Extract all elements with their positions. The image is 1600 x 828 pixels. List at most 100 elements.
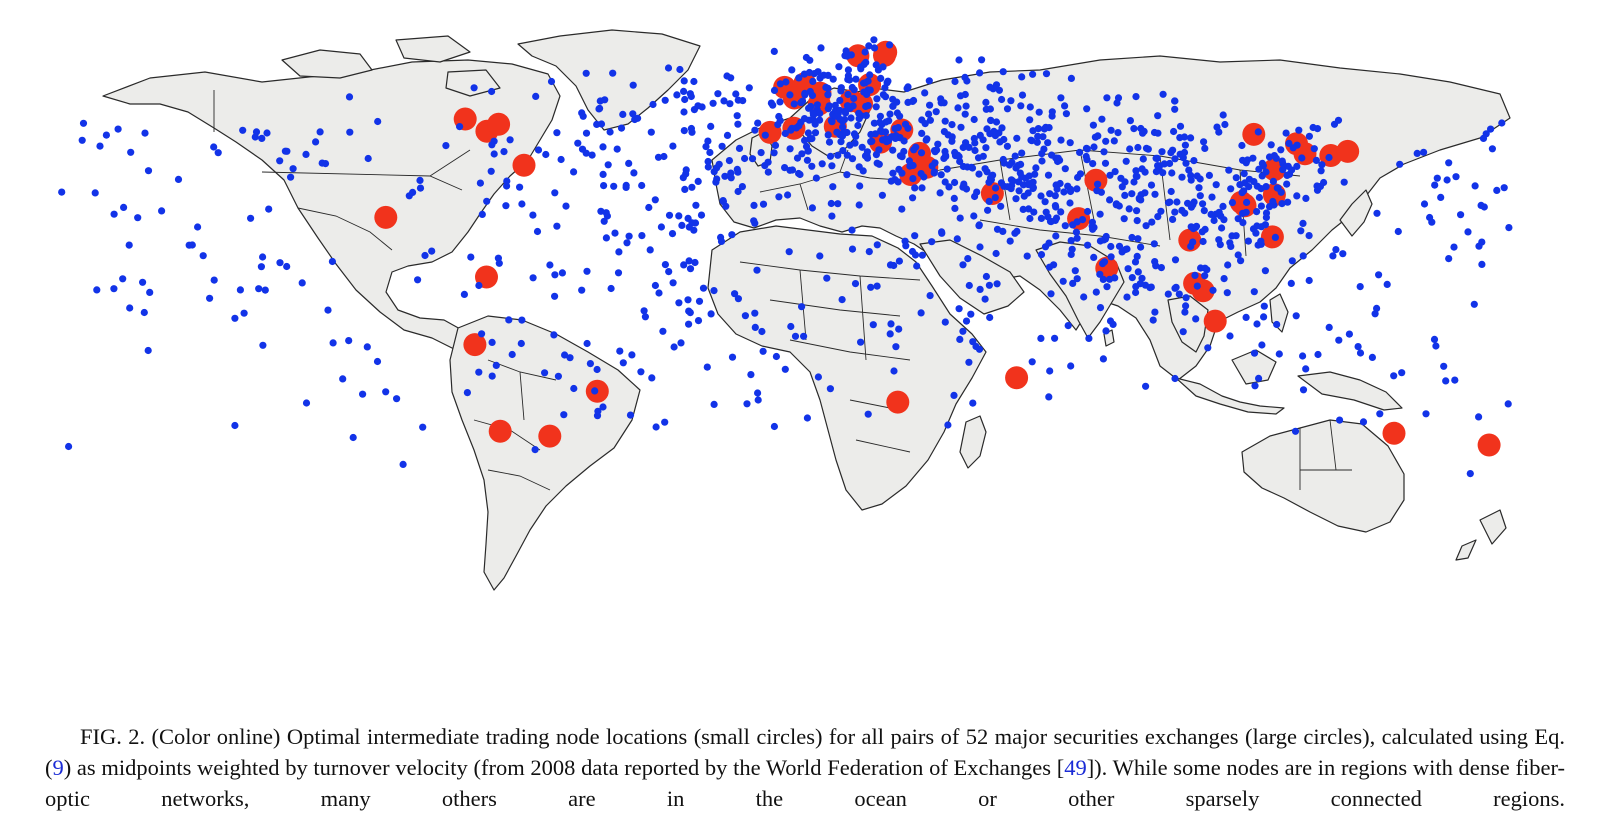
trading-node-marker [651, 281, 660, 290]
trading-node-marker [998, 124, 1006, 132]
trading-node-marker [1255, 374, 1263, 382]
trading-node-marker [900, 147, 908, 156]
trading-node-marker [678, 221, 686, 229]
trading-node-marker [1375, 271, 1383, 279]
trading-node-marker [823, 274, 831, 282]
trading-node-marker [680, 127, 688, 135]
trading-node-marker [809, 77, 817, 85]
trading-node-marker [810, 70, 818, 78]
trading-node-marker [961, 90, 969, 99]
trading-node-marker [570, 168, 578, 176]
trading-node-marker [685, 320, 693, 328]
trading-node-marker [125, 241, 133, 249]
trading-node-marker [1258, 172, 1266, 180]
trading-node-marker [1192, 315, 1200, 323]
trading-node-marker [1334, 116, 1343, 124]
trading-node-marker [743, 400, 751, 408]
trading-node-marker [1102, 232, 1110, 241]
trading-node-marker [629, 110, 637, 118]
trading-node-marker [857, 65, 865, 73]
trading-node-marker [878, 191, 887, 199]
trading-node-marker [1287, 279, 1295, 287]
trading-node-marker [680, 87, 688, 95]
trading-node-marker [945, 183, 953, 191]
trading-node-marker [867, 283, 875, 291]
trading-node-marker [1171, 256, 1180, 264]
trading-node-marker [547, 77, 556, 86]
trading-node-marker [1045, 263, 1054, 271]
trading-node-marker [1173, 198, 1181, 206]
landmass-south-america [449, 315, 641, 591]
trading-node-marker [1037, 192, 1045, 200]
world-map[interactable] [0, 0, 1600, 690]
trading-node-marker [1003, 142, 1012, 150]
trading-node-marker [1092, 288, 1100, 296]
trading-node-marker [741, 154, 749, 163]
trading-node-marker [843, 171, 851, 179]
trading-node-marker [316, 128, 324, 136]
trading-node-marker [613, 145, 621, 153]
trading-node-marker [959, 327, 967, 335]
trading-node-marker [1115, 242, 1124, 250]
figure-caption: FIG. 2. (Color online) Optimal intermedi… [45, 721, 1565, 814]
trading-node-marker [1289, 144, 1297, 152]
trading-node-marker [854, 121, 862, 130]
trading-node-marker [813, 101, 822, 109]
citation-reference-link[interactable]: 49 [1064, 754, 1087, 780]
trading-node-marker [844, 66, 853, 74]
trading-node-marker [731, 290, 739, 298]
trading-node-marker [833, 128, 841, 136]
trading-node-marker [1201, 144, 1209, 152]
trading-node-marker [965, 143, 973, 151]
trading-node-marker [1445, 159, 1453, 167]
trading-node-marker [759, 347, 767, 355]
trading-node-marker [962, 317, 971, 325]
trading-node-marker [65, 442, 73, 451]
trading-node-marker [931, 159, 939, 167]
equation-reference-link[interactable]: 9 [52, 754, 64, 780]
trading-node-marker [1192, 222, 1201, 230]
trading-node-marker [1310, 145, 1318, 153]
trading-node-marker [937, 171, 945, 179]
trading-node-marker [670, 343, 678, 351]
trading-node-marker [1045, 124, 1053, 132]
trading-node-marker [975, 345, 984, 353]
trading-node-marker [1094, 180, 1102, 188]
trading-node-marker [1493, 186, 1501, 194]
trading-node-marker [1062, 110, 1070, 118]
trading-node-marker [690, 77, 698, 86]
exchange-marker [488, 419, 512, 443]
trading-node-marker [751, 309, 759, 317]
trading-node-marker [505, 316, 513, 324]
border-australia [1299, 419, 1352, 490]
trading-node-marker [661, 96, 669, 104]
trading-node-marker [506, 136, 514, 144]
trading-node-marker [265, 205, 273, 213]
trading-node-marker [1137, 243, 1145, 251]
trading-node-marker [562, 202, 570, 210]
trading-node-marker [917, 309, 925, 317]
trading-node-marker [1073, 275, 1081, 283]
trading-node-marker [1168, 169, 1176, 177]
trading-node-marker [1431, 181, 1439, 189]
trading-node-marker [645, 203, 653, 212]
trading-node-marker [259, 341, 267, 349]
trading-node-marker [824, 91, 832, 99]
trading-node-marker [1209, 286, 1217, 294]
trading-node-marker [1122, 157, 1130, 165]
trading-node-marker [872, 103, 880, 111]
trading-node-marker [1215, 208, 1223, 216]
trading-node-marker [717, 233, 725, 241]
trading-node-marker [364, 154, 372, 163]
trading-node-marker [1144, 145, 1152, 153]
trading-node-marker [804, 147, 812, 155]
trading-node-marker [984, 206, 992, 214]
trading-node-marker [1171, 155, 1179, 163]
trading-node-marker [1029, 127, 1037, 135]
trading-node-marker [1096, 270, 1104, 278]
trading-node-marker [886, 41, 894, 49]
trading-node-marker [1293, 192, 1301, 200]
trading-node-marker [600, 217, 608, 225]
trading-node-marker [1018, 73, 1026, 81]
trading-node-marker [684, 296, 692, 304]
